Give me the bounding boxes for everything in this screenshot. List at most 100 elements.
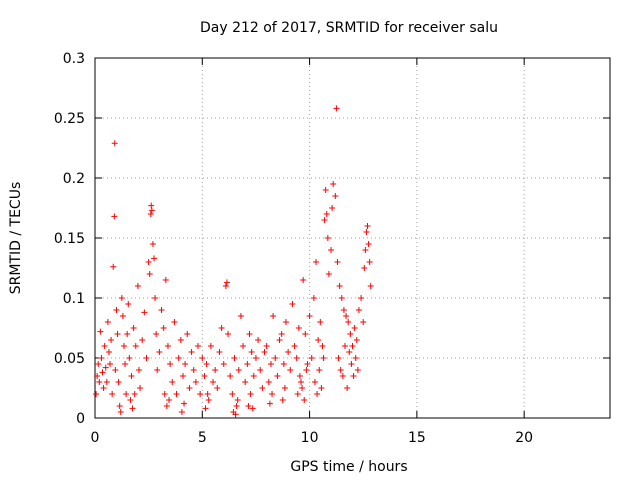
- data-point: [334, 259, 341, 265]
- x-tick-labels: 0 5 10 15 20: [91, 430, 534, 446]
- data-point: [308, 355, 315, 361]
- data-point: [120, 343, 127, 349]
- data-point: [355, 307, 362, 313]
- data-point: [358, 295, 365, 301]
- data-point: [95, 361, 102, 367]
- data-point: [137, 385, 144, 391]
- data-point: [366, 259, 373, 265]
- data-point: [202, 405, 209, 412]
- data-point: [314, 391, 321, 397]
- data-point: [246, 331, 253, 337]
- data-point: [162, 277, 169, 283]
- data-point: [299, 385, 306, 391]
- data-point: [201, 373, 208, 379]
- data-point: [164, 343, 171, 349]
- data-point: [332, 193, 339, 199]
- data-point: [117, 409, 124, 415]
- data-point: [128, 373, 135, 379]
- data-point: [245, 403, 252, 409]
- data-point: [263, 343, 270, 349]
- data-point: [267, 361, 274, 367]
- data-point: [242, 379, 249, 385]
- data-point: [207, 343, 214, 349]
- data-point: [259, 385, 266, 391]
- x-axis-label: GPS time / hours: [290, 459, 407, 475]
- data-point: [346, 349, 353, 355]
- data-point: [98, 355, 105, 361]
- x-tick-label: 15: [408, 430, 426, 446]
- data-point: [132, 343, 139, 349]
- data-point: [141, 309, 148, 316]
- data-point: [233, 403, 240, 409]
- y-tick-label: 0.3: [63, 51, 85, 67]
- data-point: [158, 307, 165, 313]
- data-point: [173, 391, 180, 397]
- data-point: [313, 259, 320, 265]
- data-point: [104, 319, 111, 325]
- data-point: [210, 379, 217, 385]
- data-point: [109, 391, 116, 397]
- y-tick-label: 0.2: [63, 171, 85, 187]
- data-point: [365, 241, 372, 247]
- data-point: [179, 373, 186, 379]
- data-point: [279, 397, 286, 403]
- data-point: [153, 331, 160, 337]
- data-point: [278, 331, 285, 337]
- data-point: [340, 307, 347, 313]
- data-point: [152, 295, 159, 301]
- data-point: [147, 211, 154, 217]
- data-point: [323, 211, 330, 217]
- data-point: [123, 391, 130, 397]
- data-point: [145, 259, 152, 265]
- data-point: [169, 379, 176, 385]
- data-point: [257, 367, 264, 373]
- data-point: [237, 313, 244, 319]
- data-point: [148, 207, 155, 214]
- data-point: [222, 283, 229, 289]
- data-point: [345, 319, 352, 325]
- data-point: [285, 349, 292, 355]
- data-point: [289, 301, 296, 307]
- data-point: [293, 355, 300, 361]
- data-point: [272, 355, 279, 361]
- data-point: [244, 361, 251, 367]
- data-point: [126, 355, 133, 361]
- data-point: [347, 331, 354, 337]
- data-point: [225, 331, 232, 337]
- data-point: [182, 361, 189, 367]
- data-point: [280, 361, 287, 367]
- data-point: [349, 343, 356, 349]
- data-point: [341, 343, 348, 349]
- data-point: [329, 205, 336, 211]
- data-point: [325, 271, 332, 277]
- data-point: [167, 361, 174, 367]
- data-point: [324, 235, 331, 241]
- data-point: [134, 283, 141, 289]
- data-point: [248, 349, 255, 355]
- data-point: [351, 325, 358, 331]
- data-point: [300, 277, 307, 283]
- data-point: [311, 379, 318, 385]
- chart-title: Day 212 of 2017, SRMTID for receiver sal…: [200, 20, 498, 36]
- data-point: [318, 385, 325, 391]
- data-point: [212, 367, 219, 373]
- data-point: [364, 223, 371, 229]
- data-point: [204, 391, 211, 397]
- data-point: [218, 325, 225, 331]
- data-point: [261, 349, 268, 355]
- data-point: [266, 400, 273, 407]
- data-point: [105, 349, 112, 355]
- data-point: [247, 391, 254, 397]
- data-point: [229, 391, 236, 397]
- data-point: [108, 337, 115, 343]
- data-point: [181, 400, 188, 407]
- data-point: [336, 283, 343, 289]
- y-tick-label: 0.05: [54, 351, 85, 367]
- data-point: [188, 349, 195, 355]
- data-point: [143, 355, 150, 361]
- data-point: [205, 397, 212, 403]
- data-point: [303, 367, 310, 373]
- data-point: [124, 331, 131, 337]
- data-point: [119, 313, 126, 319]
- y-tick-label: 0.1: [63, 291, 85, 307]
